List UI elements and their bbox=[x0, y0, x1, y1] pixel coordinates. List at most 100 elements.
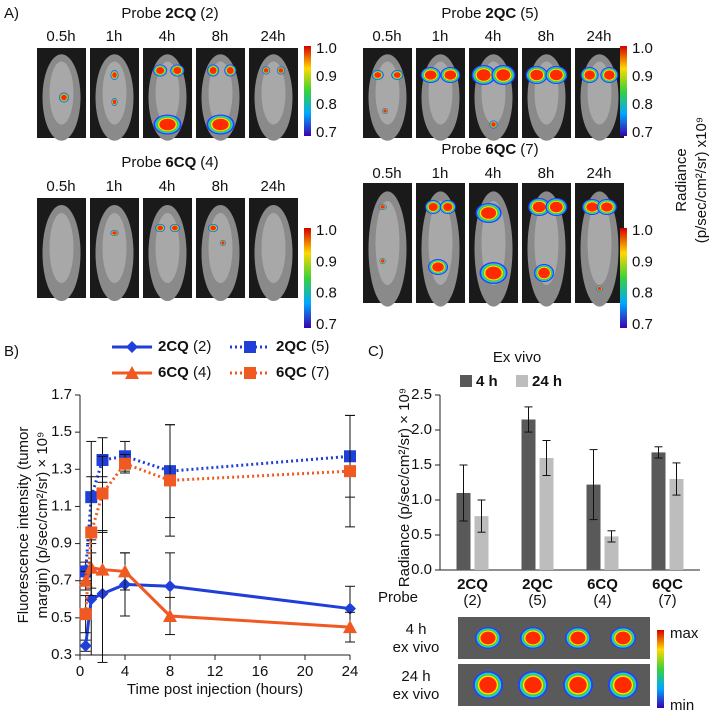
signal-blob bbox=[112, 231, 117, 235]
colorbar bbox=[304, 228, 311, 328]
time-label: 4h bbox=[159, 178, 176, 195]
signal-blob bbox=[476, 69, 491, 81]
mouse-highlight bbox=[261, 213, 286, 283]
x-axis-label: Time post injection (hours) bbox=[127, 681, 303, 698]
row-label: ex vivo bbox=[393, 639, 440, 656]
mouse-highlight bbox=[261, 61, 286, 125]
error-bar bbox=[607, 530, 616, 543]
bar bbox=[604, 536, 619, 570]
signal-blob bbox=[481, 207, 497, 219]
legend-label-part: 2CQ bbox=[158, 338, 189, 355]
mouse-image bbox=[196, 48, 245, 141]
signal-blob bbox=[428, 202, 438, 212]
mouse-highlight bbox=[102, 61, 127, 125]
x-tick-label: 12 bbox=[207, 663, 224, 680]
ex-vivo-image bbox=[458, 664, 650, 706]
signal-blob bbox=[597, 286, 602, 291]
x-tick-label-part: (7) bbox=[658, 592, 676, 609]
mouse-image bbox=[196, 198, 245, 301]
signal-blob bbox=[524, 676, 542, 694]
colorbar-label: min bbox=[670, 697, 694, 714]
signal-blob bbox=[61, 94, 67, 101]
signal-blob bbox=[538, 267, 550, 279]
colorbar-tick-label: 0.9 bbox=[632, 68, 653, 85]
y-tick-label: 1.1 bbox=[51, 497, 72, 514]
x-tick-label: 16 bbox=[252, 663, 269, 680]
mouse-image bbox=[416, 183, 465, 307]
row-label: ex vivo bbox=[393, 686, 440, 703]
signal-blob bbox=[221, 241, 225, 245]
time-label: 1h bbox=[432, 165, 449, 182]
time-label: 24h bbox=[260, 28, 285, 45]
mouse-highlight bbox=[208, 61, 233, 125]
y-axis-label: margin) (p/sec/cm²/sr) × 10⁹ bbox=[34, 432, 51, 619]
x-tick-label: 2QC (5) bbox=[522, 576, 553, 609]
signal-blob bbox=[374, 72, 382, 78]
marker bbox=[164, 474, 176, 487]
probe-title-part: (5) bbox=[520, 5, 538, 22]
probe-title: Probe 2CQ (2) bbox=[121, 5, 218, 22]
colorbar bbox=[657, 630, 664, 708]
x-tick-label: 6QC (7) bbox=[652, 576, 683, 609]
mouse-image bbox=[575, 183, 624, 307]
x-tick-label: 20 bbox=[297, 663, 314, 680]
signal-blob bbox=[604, 70, 615, 80]
series-line bbox=[84, 582, 351, 646]
y-tick-label: 0.5 bbox=[51, 609, 72, 626]
legend-label: 2QC (5) bbox=[276, 338, 329, 355]
time-label: 8h bbox=[212, 178, 229, 195]
probe-label: Probe bbox=[378, 589, 418, 606]
marker bbox=[79, 639, 92, 652]
marker bbox=[85, 526, 98, 539]
probe-title-part: Probe bbox=[121, 154, 161, 171]
time-label: 0.5h bbox=[372, 28, 401, 45]
x-tick-label-part: 6QC bbox=[652, 576, 683, 593]
mouse-image bbox=[363, 183, 412, 307]
y-tick-label: 1.5 bbox=[411, 456, 432, 473]
marker bbox=[164, 580, 176, 593]
time-label: 8h bbox=[212, 28, 229, 45]
signal-blob bbox=[444, 70, 457, 80]
marker bbox=[85, 593, 98, 606]
signal-blob bbox=[171, 225, 178, 231]
signal-blob bbox=[532, 201, 546, 213]
signal-blob bbox=[157, 225, 164, 231]
legend-label-part: (7) bbox=[307, 364, 330, 381]
time-label: 4h bbox=[485, 165, 502, 182]
bar bbox=[456, 493, 471, 570]
legend-label-part: 6CQ bbox=[158, 364, 189, 381]
y-axis-label: Radiance (p/sec/cm²/sr) × 10⁹ bbox=[396, 388, 413, 587]
signal-blob bbox=[549, 201, 563, 213]
colorbar bbox=[304, 46, 311, 136]
x-tick-label: 2CQ (2) bbox=[457, 576, 488, 609]
probe-title-part: 6QC bbox=[485, 141, 516, 158]
time-label: 1h bbox=[432, 28, 449, 45]
x-tick-label-part: 6CQ bbox=[587, 576, 618, 593]
signal-blob bbox=[112, 72, 117, 78]
bar bbox=[521, 419, 536, 570]
signal-blob bbox=[432, 262, 444, 272]
signal-blob bbox=[614, 676, 632, 694]
time-label: 8h bbox=[538, 28, 555, 45]
panel-label: B) bbox=[4, 343, 19, 360]
y-tick-label: 0.0 bbox=[411, 561, 432, 578]
legend-label-part: (5) bbox=[307, 338, 330, 355]
legend-label-part: (4) bbox=[189, 364, 212, 381]
signal-blob bbox=[424, 70, 437, 80]
signal-blob bbox=[530, 69, 544, 81]
error-bar bbox=[524, 406, 533, 433]
signal-blob bbox=[496, 69, 511, 81]
mouse-image bbox=[363, 48, 412, 141]
signal-blob bbox=[485, 266, 502, 280]
signal-blob bbox=[615, 631, 631, 645]
x-tick-label-part: 2CQ bbox=[457, 576, 488, 593]
legend-marker bbox=[125, 366, 139, 379]
colorbar-tick-label: 0.9 bbox=[316, 68, 337, 85]
marker bbox=[343, 620, 357, 634]
mouse-highlight bbox=[375, 201, 400, 285]
legend-label: 6CQ (4) bbox=[158, 364, 211, 381]
probe-title-part: (7) bbox=[520, 141, 538, 158]
signal-blob bbox=[210, 225, 217, 231]
marker bbox=[163, 609, 177, 622]
mouse-image bbox=[143, 48, 192, 141]
